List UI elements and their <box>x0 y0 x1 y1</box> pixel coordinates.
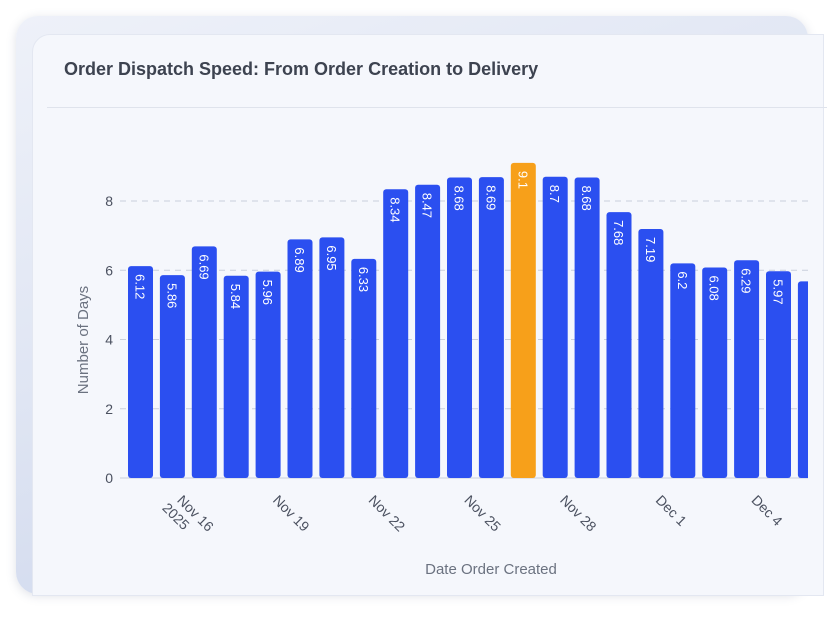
bar-data-label: 8.68 <box>579 185 594 210</box>
bar <box>319 237 345 478</box>
bar <box>542 176 568 478</box>
bar-data-label: 6.2 <box>675 271 690 289</box>
bar <box>447 177 472 478</box>
x-tick-label: Nov 28 <box>557 492 600 535</box>
bar <box>670 263 696 478</box>
y-tick-label: 8 <box>105 193 113 209</box>
bar <box>415 184 441 478</box>
bar-data-label: 8.7 <box>547 185 562 203</box>
bar <box>128 266 153 478</box>
bar <box>606 212 632 478</box>
bar <box>734 260 760 478</box>
bar-data-label: 7.19 <box>643 237 658 262</box>
bar-data-label: 5.97 <box>771 279 786 304</box>
y-tick-label: 4 <box>105 332 113 348</box>
bar <box>510 162 536 478</box>
bar-data-label: 6.89 <box>292 247 307 272</box>
bar-data-label: 9.1 <box>515 171 530 189</box>
y-axis-ticks: 0 2 4 6 8 <box>105 193 113 486</box>
x-tick-label: Dec 1 <box>653 492 690 529</box>
bar-data-label: 8.47 <box>420 193 435 218</box>
bar-data-label: 8.68 <box>452 185 467 210</box>
bar <box>383 189 409 479</box>
bar-data-label: 6.12 <box>133 274 148 299</box>
bar-data-label: 6.95 <box>324 245 339 270</box>
bar-data-label: 6.33 <box>356 267 371 292</box>
bar <box>351 258 377 478</box>
bar-data-label: 5.96 <box>260 280 275 305</box>
bar <box>191 246 217 478</box>
bar-data-label: 5.86 <box>164 283 179 308</box>
bar <box>797 281 808 478</box>
bar <box>766 271 791 478</box>
x-tick-label: Nov 162025 <box>159 488 217 546</box>
y-tick-label: 6 <box>105 262 113 278</box>
bar <box>159 275 185 478</box>
bar-data-label: 7.68 <box>611 220 626 245</box>
y-tick-label: 0 <box>105 470 113 486</box>
bar-data-labels: 6.12 5.86 6.69 5.84 5.96 6.89 6.95 6.33 8.34 8.47… <box>133 171 786 309</box>
x-axis-ticks: Nov 162025 Nov 19 Nov 22 Nov 25 Nov 28 Dec 1 D… <box>159 488 785 546</box>
x-tick-label: Nov 22 <box>366 492 409 535</box>
y-tick-label: 2 <box>105 401 113 417</box>
bar <box>287 239 313 478</box>
bar <box>255 271 281 478</box>
title-divider <box>47 107 827 108</box>
x-axis-title: Date Order Created <box>425 561 557 578</box>
bar <box>638 229 664 478</box>
bar-data-label: 8.69 <box>483 185 498 210</box>
bar-data-label: 6.69 <box>196 254 211 279</box>
bar-data-label: 6.08 <box>707 275 722 300</box>
y-axis-title: Number of Days <box>75 286 92 394</box>
bar-data-label: 6.29 <box>739 268 754 293</box>
bars <box>128 162 808 479</box>
bar <box>478 177 504 478</box>
bar-data-label: 8.34 <box>388 197 403 222</box>
x-tick-label: Dec 4 <box>748 492 785 529</box>
x-tick-label: Nov 25 <box>461 492 504 535</box>
bar <box>223 275 249 478</box>
chart-title: Order Dispatch Speed: From Order Creatio… <box>64 59 539 79</box>
bar <box>702 267 728 478</box>
x-tick-label: Nov 19 <box>270 492 313 535</box>
bar <box>574 177 600 478</box>
bar-data-label: 5.84 <box>228 284 243 309</box>
